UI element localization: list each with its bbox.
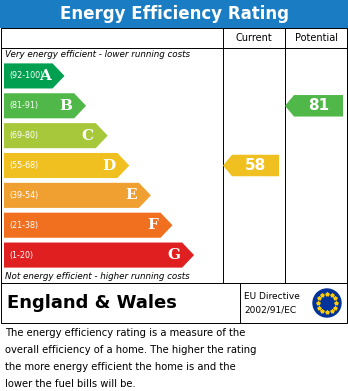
Polygon shape: [4, 183, 151, 208]
Bar: [1, 283, 347, 323]
Polygon shape: [4, 242, 194, 267]
Text: F: F: [148, 218, 159, 232]
Text: E: E: [125, 188, 137, 203]
Polygon shape: [4, 213, 173, 238]
Text: B: B: [59, 99, 72, 113]
Text: overall efficiency of a home. The higher the rating: overall efficiency of a home. The higher…: [5, 345, 256, 355]
Text: (1-20): (1-20): [9, 251, 33, 260]
Text: 81: 81: [308, 98, 329, 113]
Polygon shape: [285, 95, 343, 117]
Text: Current: Current: [236, 33, 272, 43]
Text: A: A: [39, 69, 50, 83]
Text: (39-54): (39-54): [9, 191, 38, 200]
Polygon shape: [4, 63, 64, 88]
Text: D: D: [102, 158, 115, 172]
Text: EU Directive: EU Directive: [244, 292, 300, 301]
Text: C: C: [82, 129, 94, 143]
Text: Very energy efficient - lower running costs: Very energy efficient - lower running co…: [5, 50, 190, 59]
Text: England & Wales: England & Wales: [7, 294, 177, 312]
Text: Energy Efficiency Rating: Energy Efficiency Rating: [60, 5, 288, 23]
Polygon shape: [4, 153, 129, 178]
Text: the more energy efficient the home is and the: the more energy efficient the home is an…: [5, 362, 236, 372]
Text: Potential: Potential: [294, 33, 338, 43]
Text: The energy efficiency rating is a measure of the: The energy efficiency rating is a measur…: [5, 328, 245, 338]
Text: (92-100): (92-100): [9, 72, 43, 81]
Bar: [0, 0, 348, 28]
Text: lower the fuel bills will be.: lower the fuel bills will be.: [5, 379, 136, 389]
Circle shape: [313, 289, 341, 317]
Polygon shape: [4, 93, 86, 118]
Text: Not energy efficient - higher running costs: Not energy efficient - higher running co…: [5, 272, 190, 281]
Bar: [1, 28, 347, 283]
Text: G: G: [167, 248, 180, 262]
Text: (69-80): (69-80): [9, 131, 38, 140]
Text: (81-91): (81-91): [9, 101, 38, 110]
Text: (55-68): (55-68): [9, 161, 38, 170]
Polygon shape: [4, 123, 108, 148]
Text: 58: 58: [245, 158, 266, 173]
Polygon shape: [223, 155, 279, 176]
Text: (21-38): (21-38): [9, 221, 38, 230]
Text: 2002/91/EC: 2002/91/EC: [244, 305, 296, 314]
